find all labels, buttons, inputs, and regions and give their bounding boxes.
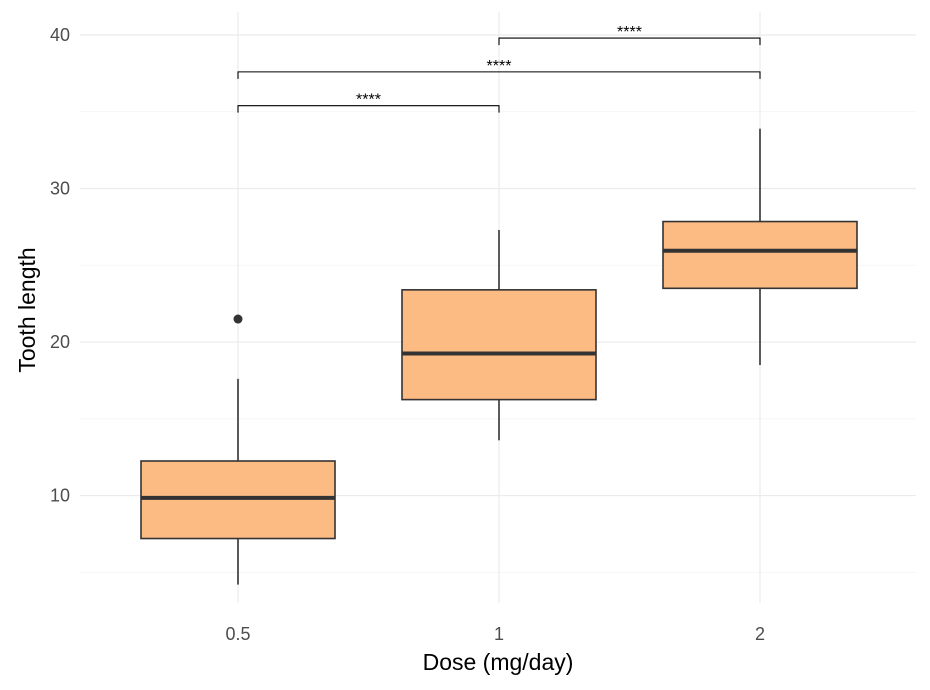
x-axis-title: Dose (mg/day) [423,649,574,675]
comparison-bracket [237,71,761,79]
box-group [662,128,858,366]
box-group [140,314,336,585]
significance-label: **** [487,58,512,75]
boxes [140,128,858,585]
significance-label: **** [617,24,642,41]
y-tick-label: 30 [50,179,70,199]
x-axis-ticks: 0.5 1 2 [225,624,765,644]
box [662,220,858,290]
significance-brackets: **** **** **** [237,24,761,113]
comparison-bracket [498,37,761,46]
y-tick-label: 10 [50,486,70,506]
y-tick-label: 20 [50,332,70,352]
x-tick-label: 1 [494,624,504,644]
box [401,289,597,401]
y-axis-title: Tooth length [14,247,40,372]
y-axis-ticks: 10 20 30 40 [50,25,70,506]
y-tick-label: 40 [50,25,70,45]
box-group [401,229,597,441]
outlier-point [233,314,243,324]
significance-label: **** [356,92,381,109]
comparison-bracket [237,105,500,113]
x-tick-label: 0.5 [225,624,250,644]
x-tick-label: 2 [755,624,765,644]
